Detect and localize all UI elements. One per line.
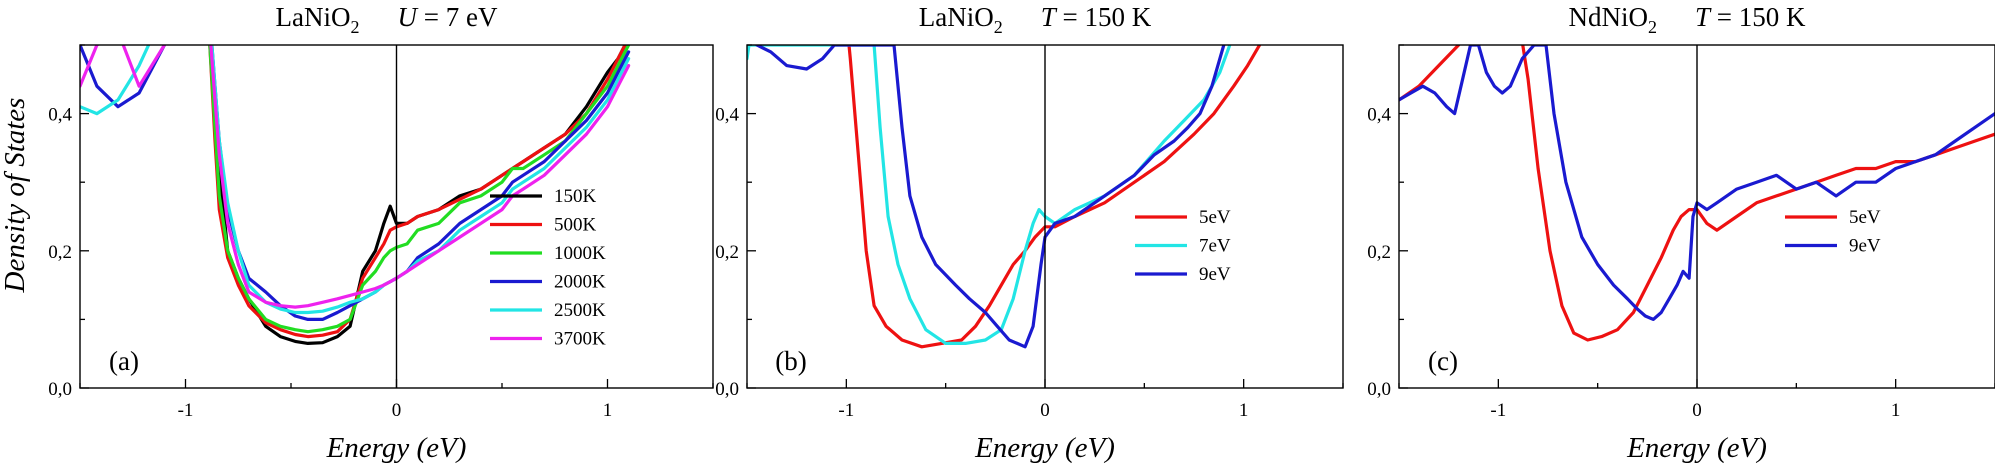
- series-line-5eV: [1399, 45, 1995, 342]
- x-tick-label: -1: [838, 400, 854, 421]
- y-tick-label: 0,0: [48, 379, 72, 400]
- x-axis-label: Energy (eV): [1626, 432, 1767, 464]
- series-line-3700K: [80, 45, 631, 309]
- legend-label: 5eV: [1199, 207, 1231, 228]
- panel-b: -1 0 1 0,0 0,2 0,4 Energy (eV) (b) LaNiO2 T = 150…: [715, 2, 1344, 464]
- x-tick-label: 1: [603, 400, 613, 421]
- legend-label: 9eV: [1199, 264, 1231, 285]
- panel-c: -1 0 1 0,0 0,2 0,4 Energy (eV) (c) NdNiO2 T = 150…: [1367, 2, 1995, 464]
- legend-label: 9eV: [1849, 236, 1881, 257]
- y-tick-label: 0,0: [715, 379, 739, 400]
- x-axis-label: Energy (eV): [974, 432, 1115, 464]
- series-line-9eV: [755, 45, 1226, 349]
- series-line-7eV: [747, 45, 1232, 345]
- x-tick-label: 1: [1891, 400, 1901, 421]
- panel-tag: (b): [775, 346, 806, 376]
- y-tick-label: 0,4: [1367, 105, 1391, 126]
- y-tick-label: 0,2: [48, 242, 72, 263]
- legend-label: 500K: [554, 215, 597, 236]
- legend-label: 150K: [554, 186, 597, 207]
- legend-label: 3700K: [554, 329, 606, 350]
- panel-a: -1 0 1 0,0 0,2 0,4 Energy (eV) (a) LaNiO2 U = 7 e…: [48, 2, 714, 464]
- x-tick-label: -1: [178, 400, 194, 421]
- x-tick-label: 1: [1239, 400, 1249, 421]
- y-tick-label: 0,2: [715, 242, 739, 263]
- panel-title: LaNiO2 U = 7 eV: [276, 2, 498, 37]
- series-group: [1399, 45, 1995, 342]
- y-tick-label: 0,2: [1367, 242, 1391, 263]
- series-group: [80, 45, 631, 345]
- x-tick-label: 0: [392, 400, 402, 421]
- series-line-1000K: [208, 45, 631, 334]
- legend-label: 7eV: [1199, 236, 1231, 257]
- legend-label: 5eV: [1849, 207, 1881, 228]
- x-tick-label: 0: [1040, 400, 1050, 421]
- x-tick-label: 0: [1692, 400, 1702, 421]
- x-axis-label: Energy (eV): [326, 432, 467, 464]
- panel-title: NdNiO2 T = 150 K: [1568, 2, 1806, 37]
- series-line-2000K: [80, 45, 631, 321]
- y-tick-label: 0,4: [48, 105, 72, 126]
- panel-title: LaNiO2 T = 150 K: [919, 2, 1152, 37]
- figure-ylabel: Density of States: [0, 98, 31, 294]
- y-tick-label: 0,0: [1367, 379, 1391, 400]
- x-tick-label: -1: [1490, 400, 1506, 421]
- series-line-9eV: [1399, 45, 1995, 321]
- panel-tag: (c): [1428, 346, 1458, 376]
- legend-label: 2000K: [554, 272, 606, 293]
- series-group: [747, 45, 1262, 349]
- legend-label: 2500K: [554, 300, 606, 321]
- legend-label: 1000K: [554, 243, 606, 264]
- series-line-5eV: [847, 45, 1262, 349]
- y-tick-label: 0,4: [715, 105, 739, 126]
- series-line-2500K: [80, 45, 631, 315]
- panel-tag: (a): [109, 346, 139, 376]
